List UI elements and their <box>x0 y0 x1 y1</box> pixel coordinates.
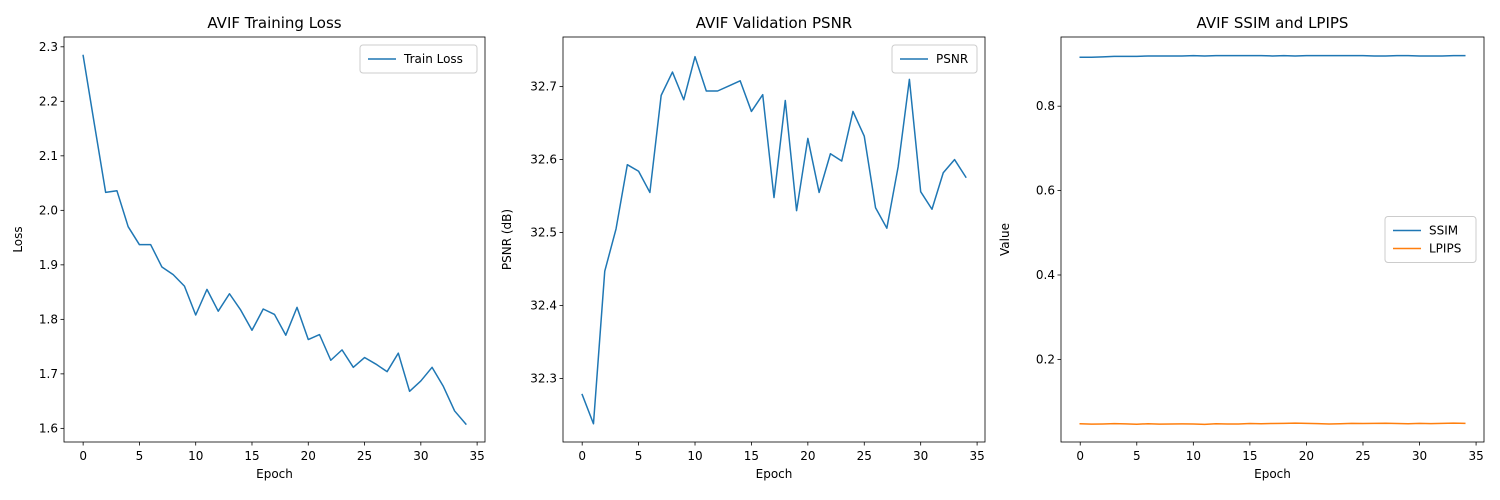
legend-label: SSIM <box>1429 224 1458 238</box>
legend-box <box>1384 216 1477 263</box>
x-tick-label: 5 <box>635 449 643 463</box>
y-tick-label: 0.8 <box>1036 99 1055 113</box>
x-tick-label: 20 <box>800 449 815 463</box>
series-line-lpips <box>1079 422 1466 426</box>
legend-label: LPIPS <box>1429 242 1461 256</box>
x-tick-label: 35 <box>969 449 984 463</box>
x-tick-label: 5 <box>136 449 144 463</box>
x-tick-label: 25 <box>857 449 872 463</box>
x-tick-label: 10 <box>1186 449 1201 463</box>
chart-title: AVIF Validation PSNR <box>696 14 852 32</box>
x-tick-label: 35 <box>1468 449 1483 463</box>
x-tick-label: 30 <box>413 449 428 463</box>
x-tick-label: 35 <box>469 449 484 463</box>
y-tick-label: 1.6 <box>39 421 58 435</box>
legend: PSNR <box>891 44 978 74</box>
x-tick-label: 0 <box>578 449 586 463</box>
y-tick-label: 32.6 <box>530 153 557 167</box>
series-line-ssim <box>1079 54 1466 58</box>
chart-panel-1: AVIF Training Loss 0 5 10 15 20 25 30 35 1.6 1.7 1.… <box>11 14 486 481</box>
y-tick-label: 0.6 <box>1036 184 1055 198</box>
plot-frame <box>562 36 986 443</box>
series-line-train-loss <box>82 54 467 426</box>
x-tick-label: 10 <box>188 449 203 463</box>
x-tick-label: 30 <box>1412 449 1427 463</box>
x-tick-label: 0 <box>1076 449 1084 463</box>
chart-title: AVIF Training Loss <box>207 14 341 32</box>
plot-frame <box>1060 36 1485 443</box>
y-tick-label: 32.3 <box>530 372 557 386</box>
y-tick-label: 2.3 <box>39 40 58 54</box>
x-tick-label: 0 <box>79 449 87 463</box>
chart-title: AVIF SSIM and LPIPS <box>1197 14 1349 32</box>
plot-frame <box>63 36 486 443</box>
legend-label: Train Loss <box>403 52 463 66</box>
x-tick-label: 30 <box>913 449 928 463</box>
y-tick-label: 1.7 <box>39 367 58 381</box>
y-axis-label: Value <box>998 223 1012 256</box>
x-tick-label: 25 <box>1355 449 1370 463</box>
x-tick-label: 10 <box>687 449 702 463</box>
y-axis-label: Loss <box>11 226 25 252</box>
y-tick-label: 32.4 <box>530 299 557 313</box>
y-tick-label: 1.9 <box>39 258 58 272</box>
series-line-psnr <box>581 55 967 425</box>
y-tick-label: 32.5 <box>530 226 557 240</box>
legend: Train Loss <box>359 44 478 74</box>
x-axis-label: Epoch <box>1254 467 1291 481</box>
x-tick-label: 25 <box>357 449 372 463</box>
x-tick-label: 15 <box>244 449 259 463</box>
y-tick-label: 0.2 <box>1036 352 1055 366</box>
x-axis-label: Epoch <box>256 467 293 481</box>
legend: SSIM LPIPS <box>1384 216 1477 263</box>
legend-box <box>359 44 478 74</box>
x-tick-label: 20 <box>1299 449 1314 463</box>
legend-label: PSNR <box>936 52 968 66</box>
y-tick-label: 0.4 <box>1036 268 1055 282</box>
y-axis-label: PSNR (dB) <box>500 209 514 270</box>
y-tick-label: 2.0 <box>39 203 58 217</box>
chart-panel-3: AVIF SSIM and LPIPS 0 5 10 15 20 25 30 35 0.2 0.4 0… <box>998 14 1485 481</box>
x-tick-label: 15 <box>744 449 759 463</box>
x-tick-label: 15 <box>1242 449 1257 463</box>
y-tick-label: 32.7 <box>530 80 557 94</box>
legend-box <box>891 44 978 74</box>
y-tick-label: 1.8 <box>39 312 58 326</box>
y-tick-label: 2.2 <box>39 94 58 108</box>
x-tick-label: 20 <box>301 449 316 463</box>
x-tick-label: 5 <box>1133 449 1141 463</box>
chart-panel-2: AVIF Validation PSNR 0 5 10 15 20 25 30 35 32.3 32… <box>500 14 986 481</box>
y-tick-label: 2.1 <box>39 149 58 163</box>
x-axis-label: Epoch <box>756 467 793 481</box>
